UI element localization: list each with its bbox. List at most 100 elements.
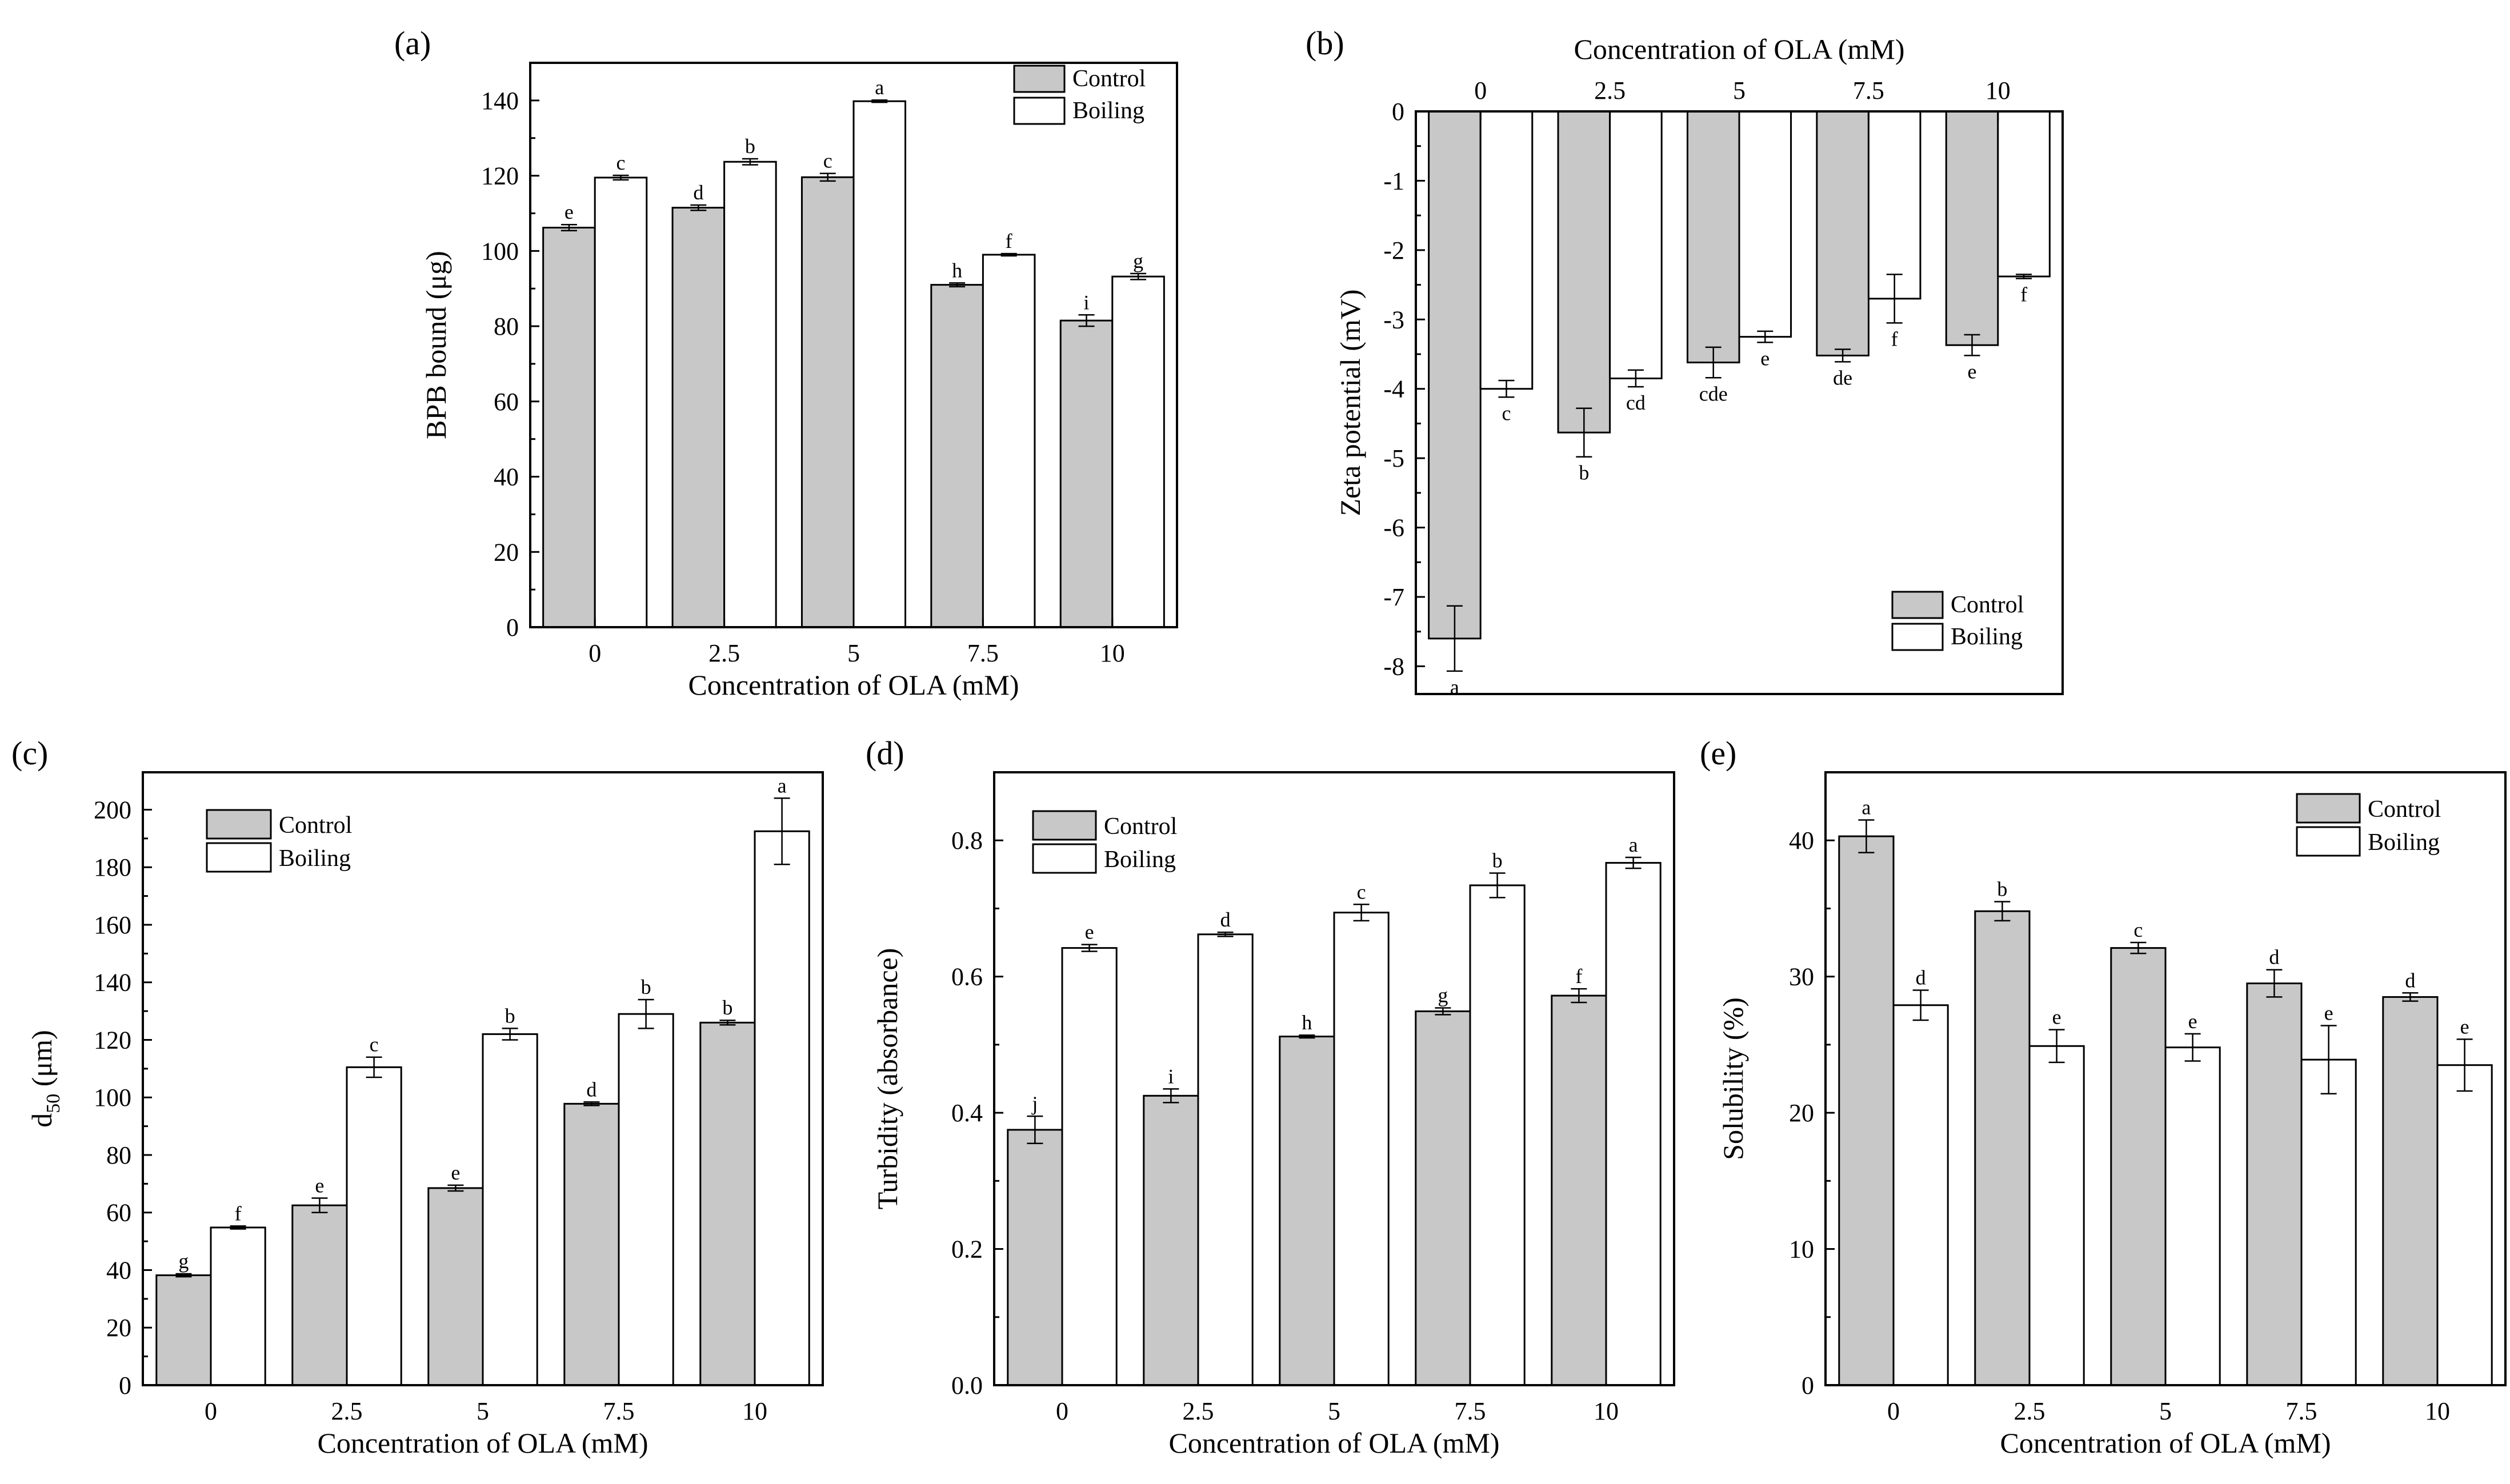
y-tick-label-160: 160 — [94, 911, 131, 939]
sig-letter-boiling-10: f — [2020, 283, 2027, 306]
bar-boiling-0 — [594, 177, 648, 628]
x-tick-label-7.5: 7.5 — [1853, 77, 1884, 105]
sig-letter-boiling-5: e — [2188, 1010, 2197, 1033]
y-axis-title: BPB bound (μg) — [420, 251, 452, 439]
legend-swatch-control — [1891, 591, 1944, 619]
error-bar-control-0 — [561, 223, 577, 232]
sig-letter-boiling-0: c — [616, 151, 625, 174]
sig-letter-control-7.5: de — [1833, 366, 1852, 389]
sig-letter-boiling-2.5: b — [745, 135, 755, 158]
error-bar-boiling-10 — [774, 797, 790, 865]
sig-letter-boiling-0: c — [1502, 402, 1511, 424]
legend-swatch-boiling — [206, 842, 272, 873]
bar-boiling-7.5 — [618, 1013, 674, 1386]
bar-control-7.5 — [930, 284, 984, 628]
bar-boiling-0 — [1479, 110, 1534, 390]
sig-letter-control-10: i — [1084, 291, 1090, 314]
sig-letter-control-0: j — [1031, 1092, 1038, 1115]
legend-swatch-boiling — [1013, 97, 1066, 125]
y-tick-label--2: -2 — [1383, 236, 1404, 264]
error-bar-control-7.5 — [2266, 969, 2283, 998]
sig-letter-control-5: cde — [1699, 382, 1728, 405]
sig-letter-control-2.5: b — [1997, 878, 2007, 901]
bar-control-2.5 — [1974, 910, 2031, 1386]
x-tick-label-5: 5 — [1733, 77, 1746, 105]
error-bar-boiling-7.5 — [1886, 274, 1903, 324]
legend-label-control: Control — [1072, 66, 1146, 92]
y-tick-label-0.2: 0.2 — [951, 1236, 983, 1264]
bar-control-10 — [1551, 994, 1607, 1386]
sig-letter-boiling-5: c — [1357, 880, 1366, 903]
error-bar-boiling-0 — [1081, 944, 1098, 952]
legend-swatch-control — [1032, 810, 1097, 841]
sig-letter-control-10: f — [1575, 965, 1582, 988]
bar-boiling-10 — [1111, 275, 1165, 628]
x-tick-label-2.5: 2.5 — [331, 1397, 363, 1425]
sig-letter-boiling-5: b — [505, 1004, 515, 1027]
y-tick-label-0.8: 0.8 — [951, 827, 983, 855]
sig-letter-control-5: e — [451, 1161, 460, 1184]
x-tick-label-2.5: 2.5 — [1594, 77, 1626, 105]
x-tick-label-0: 0 — [1056, 1397, 1068, 1425]
legend-label-control: Control — [1951, 592, 2024, 618]
bar-control-2.5 — [291, 1204, 348, 1386]
error-bar-control-5 — [819, 173, 836, 182]
bar-control-7.5 — [1415, 1010, 1471, 1386]
bar-control-0 — [1838, 835, 1895, 1386]
error-bar-boiling-7.5 — [1489, 872, 1506, 899]
bar-boiling-2.5 — [346, 1066, 402, 1386]
x-tick-label-10: 10 — [1985, 77, 2011, 105]
panel-e: a b c d d d e e e e 0 10 20 30 40 0 2.5 5 7.5 10 Concentrati… — [1700, 735, 2507, 1459]
error-bar-boiling-5 — [871, 99, 888, 103]
x-axis-title: Concentration of OLA (mM) — [317, 1427, 648, 1459]
error-bar-boiling-0 — [613, 174, 629, 181]
error-bar-control-5 — [447, 1184, 464, 1192]
sig-letter-control-7.5: d — [2269, 946, 2279, 969]
y-tick-label-100: 100 — [481, 237, 519, 265]
sig-letter-boiling-5: e — [1760, 347, 1770, 370]
bar-control-0 — [155, 1274, 212, 1386]
sig-letter-boiling-2.5: cd — [1626, 391, 1646, 414]
legend-label-control: Control — [2368, 796, 2441, 823]
panel-label-e: (e) — [1700, 735, 1736, 772]
sig-letter-boiling-0: d — [1916, 966, 1926, 989]
error-bar-control-10 — [719, 1019, 736, 1026]
sig-letter-control-10: e — [1968, 360, 1977, 383]
sig-letter-boiling-7.5: b — [1492, 849, 1503, 872]
x-tick-label-0: 0 — [589, 639, 601, 667]
legend: Control Boiling — [1891, 591, 2024, 651]
sig-letter-control-0: a — [1450, 676, 1459, 699]
legend-label-control: Control — [279, 812, 352, 839]
sig-letter-control-0: e — [565, 200, 574, 223]
error-bar-control-0 — [1858, 819, 1875, 853]
error-bar-boiling-10 — [1625, 856, 1642, 869]
error-bar-boiling-0 — [1498, 379, 1515, 398]
error-bar-boiling-2.5 — [1627, 369, 1644, 388]
bar-boiling-2.5 — [1609, 110, 1663, 379]
x-tick-label-2.5: 2.5 — [708, 639, 740, 667]
error-bar-control-5 — [2130, 941, 2147, 954]
error-bar-boiling-7.5 — [638, 998, 654, 1029]
y-tick-label-20: 20 — [1789, 1099, 1814, 1127]
error-bar-control-7.5 — [949, 282, 966, 288]
sig-letter-control-7.5: h — [952, 259, 962, 282]
bar-boiling-2.5 — [2028, 1045, 2085, 1386]
sig-letter-control-5: c — [823, 150, 832, 173]
error-bar-boiling-2.5 — [366, 1056, 382, 1078]
y-tick-label--7: -7 — [1383, 583, 1404, 611]
error-bar-control-7.5 — [583, 1101, 600, 1106]
sig-letter-boiling-10: a — [778, 774, 787, 797]
y-tick-label-0.0: 0.0 — [951, 1371, 983, 1399]
y-tick-label-20: 20 — [106, 1314, 131, 1342]
error-bar-control-2.5 — [1994, 901, 2011, 922]
y-tick-label--3: -3 — [1383, 306, 1404, 334]
sig-letter-control-2.5: b — [1579, 462, 1589, 484]
x-tick-label-5: 5 — [2159, 1397, 2172, 1425]
y-tick-label--6: -6 — [1383, 514, 1404, 542]
error-bar-boiling-2.5 — [2048, 1029, 2065, 1064]
y-tick-label--8: -8 — [1383, 652, 1404, 680]
x-tick-label-5: 5 — [1328, 1397, 1340, 1425]
error-bar-boiling-7.5 — [1000, 252, 1017, 257]
